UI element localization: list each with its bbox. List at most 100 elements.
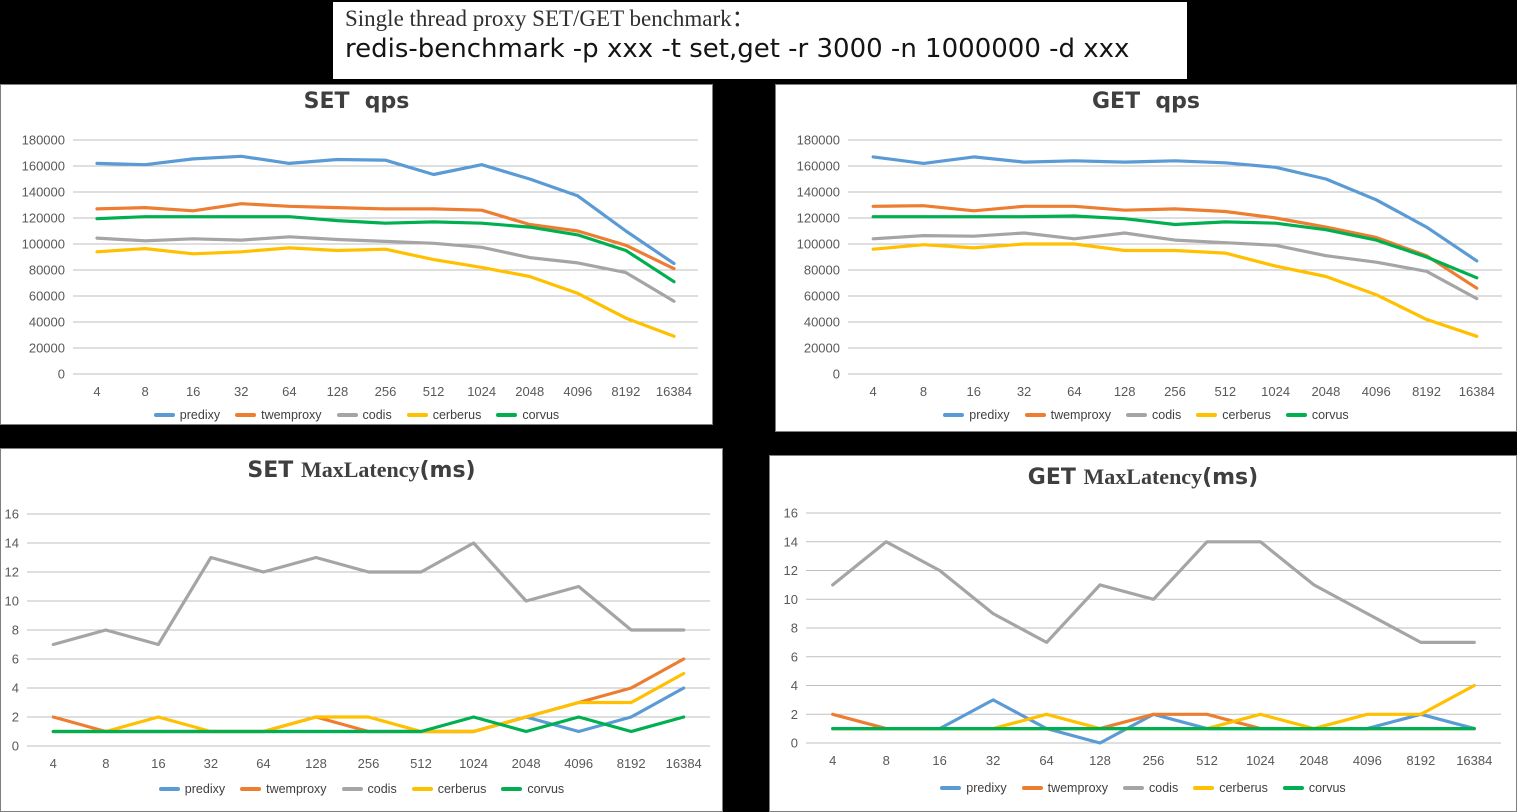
legend-swatch-icon bbox=[1024, 413, 1046, 417]
y-axis-tick-label: 16 bbox=[5, 507, 19, 522]
y-axis-tick-label: 8 bbox=[791, 621, 798, 636]
x-axis-tick-label: 256 bbox=[375, 384, 397, 399]
legend-label: corvus bbox=[527, 782, 565, 796]
legend-label: predixy bbox=[179, 408, 221, 422]
x-axis-tick-label: 8192 bbox=[1412, 384, 1441, 399]
legend-label: codis bbox=[1152, 408, 1182, 422]
x-axis-tick-label: 8 bbox=[920, 384, 927, 399]
x-axis-tick-label: 256 bbox=[1143, 753, 1165, 768]
series-line-cerberus bbox=[871, 242, 1479, 338]
y-axis-tick-label: 160000 bbox=[22, 159, 65, 174]
legend-swatch-icon bbox=[1123, 786, 1145, 790]
legend-swatch-icon bbox=[336, 413, 358, 417]
chart-title-part: GET bbox=[1027, 465, 1084, 490]
x-axis-tick-label: 4096 bbox=[1362, 384, 1391, 399]
x-axis-tick-label: 8 bbox=[883, 753, 890, 768]
series-line-twemproxy bbox=[95, 202, 676, 271]
y-axis-tick-label: 60000 bbox=[29, 289, 65, 304]
chart-title-part: (ms) bbox=[419, 458, 476, 483]
legend-label: corvus bbox=[1308, 781, 1346, 795]
benchmark-title-line1: Single thread proxy SET/GET benchmark： bbox=[345, 6, 755, 31]
y-axis-tick-label: 2 bbox=[12, 710, 19, 725]
y-axis-tick-label: 14 bbox=[784, 534, 798, 549]
chart-title-part: GET qps bbox=[1091, 89, 1200, 114]
y-axis-tick-label: 120000 bbox=[22, 211, 65, 226]
series-line-codis bbox=[871, 231, 1479, 301]
y-axis-tick-label: 4 bbox=[12, 681, 19, 696]
legend-item-codis: codis bbox=[1126, 408, 1181, 422]
legend-item-predixy: predixy bbox=[940, 781, 1007, 795]
chart-legend-get-maxlatency: predixy twemproxy codis cerberus corvus bbox=[770, 781, 1516, 795]
legend-swatch-icon bbox=[341, 787, 363, 791]
x-axis-tick-label: 16 bbox=[151, 756, 165, 771]
legend-label: cerberus bbox=[437, 782, 487, 796]
legend-item-predixy: predixy bbox=[158, 782, 226, 796]
legend-item-corvus: corvus bbox=[1285, 408, 1349, 422]
x-axis-tick-label: 512 bbox=[1214, 384, 1236, 399]
benchmark-title-box: Single thread proxy SET/GET benchmark： r… bbox=[331, 0, 1189, 81]
y-axis-tick-label: 0 bbox=[791, 736, 798, 751]
legend-swatch-icon bbox=[240, 787, 262, 791]
chart-panel-get-maxlatency: GET MaxLatency(ms) 0 2 4 6 8 10 12 14 16 4 8 16 32 64 1… bbox=[769, 455, 1517, 812]
x-axis-tick-label: 512 bbox=[410, 756, 432, 771]
chart-panel-set-qps: SET qps 0 20000 40000 60000 80000 100000 120000… bbox=[0, 84, 713, 425]
y-axis-tick-label: 160000 bbox=[797, 159, 840, 174]
y-axis-tick-label: 12 bbox=[5, 565, 19, 580]
y-axis-tick-label: 80000 bbox=[29, 263, 65, 278]
y-axis-tick-label: 6 bbox=[12, 652, 19, 667]
x-axis-tick-label: 16384 bbox=[1456, 753, 1492, 768]
chart-title-part: (ms) bbox=[1202, 465, 1259, 490]
y-axis-tick-label: 12 bbox=[784, 563, 798, 578]
x-axis-tick-label: 1024 bbox=[1261, 384, 1290, 399]
chart-title-get-maxlatency: GET MaxLatency(ms) bbox=[770, 464, 1516, 490]
series-line-codis bbox=[831, 540, 1476, 644]
y-axis-tick-label: 4 bbox=[791, 678, 798, 693]
legend-label: cerberus bbox=[1222, 408, 1271, 422]
x-axis-tick-label: 16384 bbox=[666, 756, 702, 771]
y-axis-tick-label: 0 bbox=[12, 739, 19, 754]
x-axis-tick-label: 128 bbox=[327, 384, 349, 399]
x-axis-tick-label: 8 bbox=[141, 384, 148, 399]
legend-item-corvus: corvus bbox=[501, 782, 564, 796]
chart-title-set-qps: SET qps bbox=[1, 89, 712, 114]
y-axis-tick-label: 40000 bbox=[29, 315, 65, 330]
x-axis-tick-label: 16 bbox=[967, 384, 981, 399]
series-line-codis bbox=[95, 235, 676, 303]
legend-swatch-icon bbox=[940, 786, 962, 790]
chart-title-part: MaxLatency bbox=[300, 457, 420, 482]
x-axis-tick-label: 8 bbox=[102, 756, 109, 771]
legend-swatch-icon bbox=[1193, 786, 1215, 790]
legend-swatch-icon bbox=[153, 413, 175, 417]
legend-label: cerberus bbox=[432, 408, 482, 422]
x-axis-tick-label: 8192 bbox=[617, 756, 646, 771]
x-axis-tick-label: 256 bbox=[1164, 384, 1186, 399]
set-qps-plot: 0 20000 40000 60000 80000 100000 120000 140000 1… bbox=[22, 133, 698, 399]
x-axis-tick-label: 1024 bbox=[459, 756, 488, 771]
x-axis-tick-label: 16 bbox=[932, 753, 946, 768]
legend-label: twemproxy bbox=[1047, 781, 1109, 795]
legend-item-cerberus: cerberus bbox=[1196, 408, 1271, 422]
legend-swatch-icon bbox=[411, 787, 433, 791]
chart-title-set-maxlatency: SET MaxLatency(ms) bbox=[1, 457, 722, 483]
x-axis-tick-label: 1024 bbox=[467, 384, 496, 399]
x-axis-tick-label: 4 bbox=[50, 756, 57, 771]
get-qps-plot: 0 20000 40000 60000 80000 100000 120000 140000 1… bbox=[797, 133, 1502, 399]
legend-item-codis: codis bbox=[341, 782, 397, 796]
legend-swatch-icon bbox=[1285, 413, 1307, 417]
legend-item-cerberus: cerberus bbox=[411, 782, 487, 796]
chart-title-get-qps: GET qps bbox=[776, 89, 1516, 114]
legend-label: predixy bbox=[184, 782, 226, 796]
legend-item-twemproxy: twemproxy bbox=[1024, 408, 1111, 422]
legend-label: corvus bbox=[1311, 408, 1349, 422]
y-axis-tick-label: 10 bbox=[5, 594, 19, 609]
x-axis-tick-label: 16384 bbox=[1459, 384, 1495, 399]
chart-title-part: SET bbox=[247, 458, 301, 483]
legend-label: twemproxy bbox=[261, 408, 322, 422]
legend-swatch-icon bbox=[406, 413, 428, 417]
legend-item-twemproxy: twemproxy bbox=[240, 782, 327, 796]
y-axis-tick-label: 6 bbox=[791, 649, 798, 664]
legend-item-predixy: predixy bbox=[943, 408, 1010, 422]
legend-swatch-icon bbox=[1196, 413, 1218, 417]
x-axis-tick-label: 64 bbox=[1039, 753, 1053, 768]
x-axis-tick-label: 8192 bbox=[611, 384, 640, 399]
